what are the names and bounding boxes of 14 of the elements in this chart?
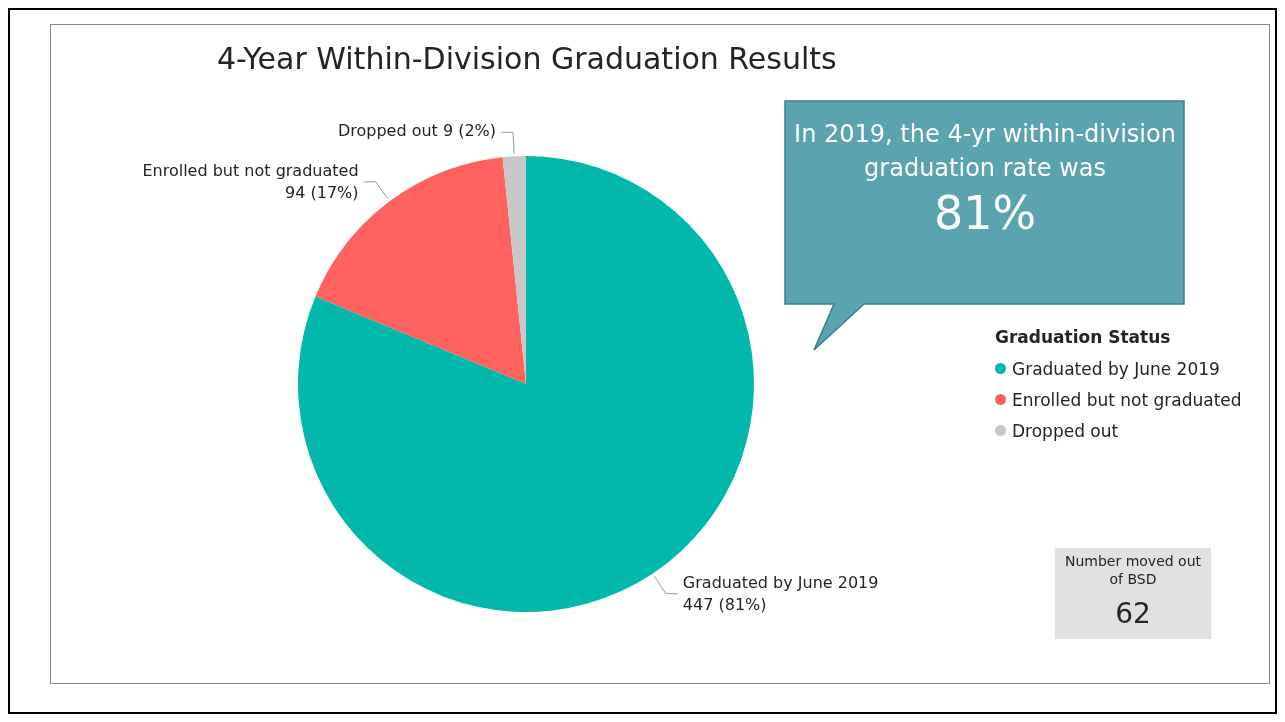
legend-label: Dropped out [1012, 420, 1119, 441]
data-label: 94 (17%) [285, 182, 359, 202]
slice-label: Enrolled but not graduated [142, 160, 359, 180]
category-label: Dropped out 9 (2%) [337, 121, 497, 141]
text: In 2019, the 4-yr within-division graduation rate was [793, 119, 1177, 184]
text: Number moved out of BSD [1063, 552, 1203, 588]
text: 81% [932, 185, 1038, 241]
legend-label: Graduated by June 2019 [1012, 358, 1220, 379]
legend-title: Graduation Status [995, 327, 1172, 347]
data-label: 447 (81%) [682, 594, 767, 614]
chart-title: 4-Year Within-Division Graduation Results [215, 41, 838, 76]
legend-label: Enrolled but not graduated [1012, 389, 1242, 410]
slice-label: Graduated by June 2019 [682, 572, 879, 592]
text: 62 [1114, 596, 1152, 632]
